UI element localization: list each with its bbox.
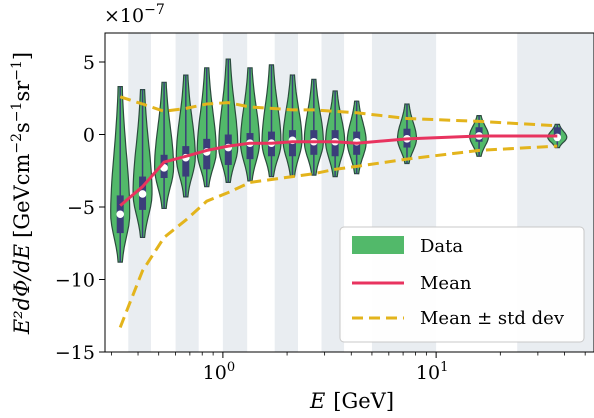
y-tick-label-4: −15 — [55, 342, 95, 364]
violins — [110, 58, 568, 263]
std-lower-line — [118, 144, 558, 328]
ticks: 5 0 −5 −10 −15 100 101 — [55, 52, 586, 384]
violin-median-0 — [116, 210, 125, 219]
legend-label-std: Mean ± std dev — [420, 308, 565, 329]
lines — [118, 95, 558, 328]
legend: Data Mean Mean ± std dev — [339, 226, 585, 343]
y-axis-label: E²dΦ/dE[GeVcm−2s−1sr−1] — [9, 52, 34, 335]
x-tick-label-1: 101 — [416, 360, 448, 384]
std-upper-line — [119, 95, 558, 128]
mean-line — [119, 134, 558, 207]
x-tick-label-0: 100 — [203, 360, 235, 384]
y-tick-label-1: 0 — [83, 125, 95, 147]
y-tick-label-2: −5 — [67, 197, 95, 219]
violin-median-1 — [138, 190, 147, 198]
legend-label-mean: Mean — [420, 273, 472, 294]
plot-frame — [104, 32, 594, 353]
y-tick-label-0: 5 — [83, 52, 95, 74]
x-axis-label: E [GeV] — [309, 389, 394, 413]
legend-label-data: Data — [420, 236, 463, 257]
legend-box — [339, 226, 585, 343]
y-tick-label-3: −10 — [55, 270, 95, 292]
legend-swatch-data — [352, 236, 404, 254]
scale-note: ×10−7 — [104, 2, 165, 27]
